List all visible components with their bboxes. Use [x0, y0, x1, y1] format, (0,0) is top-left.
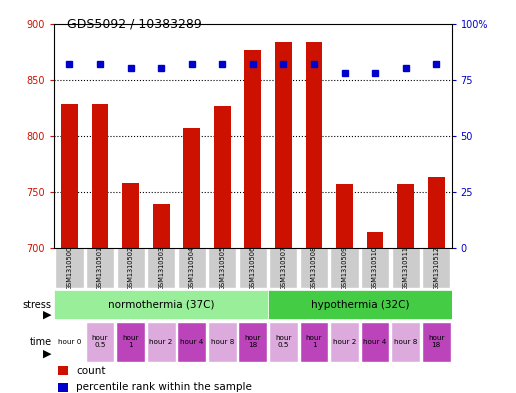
Bar: [428, 177, 445, 248]
FancyBboxPatch shape: [117, 248, 144, 288]
Text: stress: stress: [23, 299, 52, 310]
FancyBboxPatch shape: [361, 321, 390, 362]
Text: time: time: [29, 337, 52, 347]
Bar: [183, 128, 200, 248]
Text: count: count: [76, 366, 106, 376]
Text: GSM1310500: GSM1310500: [67, 246, 72, 290]
Text: ▶: ▶: [43, 349, 52, 358]
Text: hour 2: hour 2: [150, 339, 173, 345]
FancyBboxPatch shape: [86, 248, 114, 288]
Text: GSM1310505: GSM1310505: [219, 246, 225, 290]
Text: hour
18: hour 18: [245, 335, 261, 349]
Bar: [367, 232, 383, 248]
Text: GDS5092 / 10383289: GDS5092 / 10383289: [67, 18, 202, 31]
Bar: [245, 50, 261, 248]
Text: hypothermia (32C): hypothermia (32C): [311, 299, 409, 310]
Bar: [61, 104, 78, 248]
Text: GSM1310509: GSM1310509: [342, 246, 348, 290]
FancyBboxPatch shape: [178, 321, 206, 362]
Text: hour 8: hour 8: [394, 339, 417, 345]
Bar: [92, 104, 108, 248]
Bar: [122, 183, 139, 248]
FancyBboxPatch shape: [208, 248, 236, 288]
FancyBboxPatch shape: [147, 321, 175, 362]
FancyBboxPatch shape: [422, 248, 450, 288]
Text: normothermia (37C): normothermia (37C): [108, 299, 215, 310]
Text: hour
1: hour 1: [122, 335, 139, 349]
FancyBboxPatch shape: [54, 290, 268, 319]
FancyBboxPatch shape: [330, 248, 359, 288]
Text: hour
18: hour 18: [428, 335, 444, 349]
Text: hour 8: hour 8: [211, 339, 234, 345]
FancyBboxPatch shape: [361, 248, 389, 288]
FancyBboxPatch shape: [238, 321, 267, 362]
Text: GSM1310507: GSM1310507: [280, 246, 286, 290]
Text: GSM1310511: GSM1310511: [402, 246, 409, 290]
Text: hour 0: hour 0: [58, 339, 81, 345]
FancyBboxPatch shape: [268, 290, 452, 319]
Text: percentile rank within the sample: percentile rank within the sample: [76, 382, 252, 392]
Text: ▶: ▶: [43, 309, 52, 319]
Text: GSM1310501: GSM1310501: [97, 246, 103, 290]
FancyBboxPatch shape: [116, 321, 145, 362]
Text: GSM1310504: GSM1310504: [189, 246, 195, 290]
Text: GSM1310510: GSM1310510: [372, 246, 378, 290]
FancyBboxPatch shape: [86, 321, 115, 362]
Bar: [397, 184, 414, 248]
FancyBboxPatch shape: [269, 321, 298, 362]
Bar: [58, 366, 68, 375]
Text: hour 2: hour 2: [333, 339, 356, 345]
Text: GSM1310503: GSM1310503: [158, 246, 164, 290]
Bar: [214, 107, 231, 248]
Text: GSM1310508: GSM1310508: [311, 246, 317, 290]
FancyBboxPatch shape: [269, 248, 297, 288]
FancyBboxPatch shape: [55, 321, 84, 362]
Bar: [58, 383, 68, 391]
Bar: [336, 184, 353, 248]
Bar: [153, 204, 170, 248]
FancyBboxPatch shape: [300, 248, 328, 288]
Text: hour 4: hour 4: [363, 339, 387, 345]
Text: GSM1310512: GSM1310512: [433, 246, 439, 290]
Text: hour
1: hour 1: [305, 335, 322, 349]
FancyBboxPatch shape: [208, 321, 237, 362]
Text: GSM1310506: GSM1310506: [250, 246, 256, 290]
FancyBboxPatch shape: [300, 321, 328, 362]
Text: hour
0.5: hour 0.5: [92, 335, 108, 349]
Bar: [305, 42, 322, 248]
FancyBboxPatch shape: [422, 321, 450, 362]
FancyBboxPatch shape: [391, 321, 420, 362]
FancyBboxPatch shape: [392, 248, 420, 288]
FancyBboxPatch shape: [178, 248, 206, 288]
Bar: [275, 42, 292, 248]
Text: GSM1310502: GSM1310502: [127, 246, 134, 290]
FancyBboxPatch shape: [147, 248, 175, 288]
FancyBboxPatch shape: [239, 248, 267, 288]
Text: hour
0.5: hour 0.5: [275, 335, 292, 349]
FancyBboxPatch shape: [55, 248, 84, 288]
Text: hour 4: hour 4: [180, 339, 203, 345]
FancyBboxPatch shape: [330, 321, 359, 362]
